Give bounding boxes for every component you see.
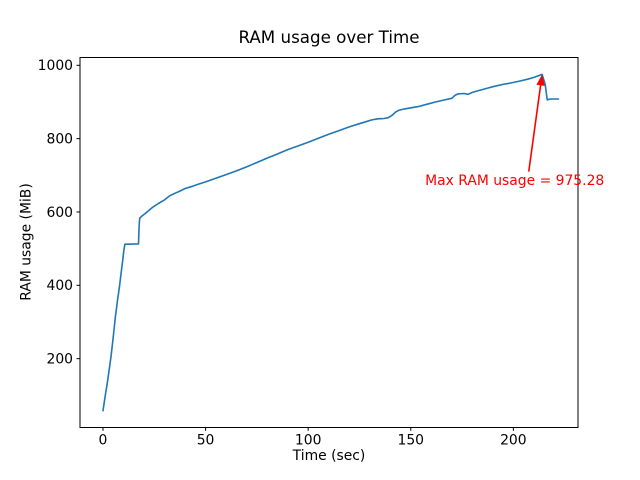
y-tick-label: 800: [46, 131, 73, 147]
y-tick-label: 200: [46, 351, 73, 367]
x-tick-label: 100: [295, 432, 322, 448]
axes-spines: [79, 57, 579, 428]
y-tick-label: 1000: [38, 58, 73, 74]
x-tick-label: 0: [99, 432, 108, 448]
x-axis-label: Time (sec): [292, 448, 366, 464]
y-tick-label: 400: [46, 278, 73, 294]
x-tick-label: 150: [398, 432, 425, 448]
max-ram-annotation: Max RAM usage = 975.28: [425, 172, 605, 189]
x-tick-label: 50: [197, 432, 215, 448]
y-tick-label: 600: [46, 205, 73, 221]
annotation-arrow-head: [536, 74, 545, 86]
annotation-arrow-shaft: [527, 82, 542, 172]
x-tick-label: 200: [500, 432, 527, 448]
ram-usage-line: [102, 73, 560, 412]
chart-title: RAM usage over Time: [238, 27, 420, 47]
